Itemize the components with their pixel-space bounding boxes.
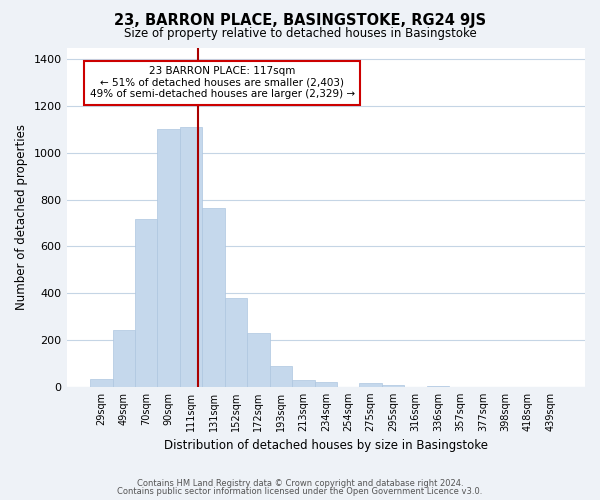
Bar [135,219,157,387]
Text: Size of property relative to detached houses in Basingstoke: Size of property relative to detached ho… [124,28,476,40]
Bar [90,378,113,387]
Bar [359,384,382,387]
Bar [113,330,135,387]
Bar [427,386,449,387]
Bar [157,130,180,387]
Bar [292,380,314,387]
Y-axis label: Number of detached properties: Number of detached properties [15,124,28,310]
Bar [225,298,247,387]
Bar [247,333,269,387]
Text: 23 BARRON PLACE: 117sqm
← 51% of detached houses are smaller (2,403)
49% of semi: 23 BARRON PLACE: 117sqm ← 51% of detache… [89,66,355,100]
Bar [202,208,225,387]
Text: Contains public sector information licensed under the Open Government Licence v3: Contains public sector information licen… [118,487,482,496]
Bar [180,127,202,387]
X-axis label: Distribution of detached houses by size in Basingstoke: Distribution of detached houses by size … [164,440,488,452]
Text: Contains HM Land Registry data © Crown copyright and database right 2024.: Contains HM Land Registry data © Crown c… [137,478,463,488]
Bar [382,385,404,387]
Bar [314,382,337,387]
Text: 23, BARRON PLACE, BASINGSTOKE, RG24 9JS: 23, BARRON PLACE, BASINGSTOKE, RG24 9JS [114,12,486,28]
Bar [269,366,292,387]
